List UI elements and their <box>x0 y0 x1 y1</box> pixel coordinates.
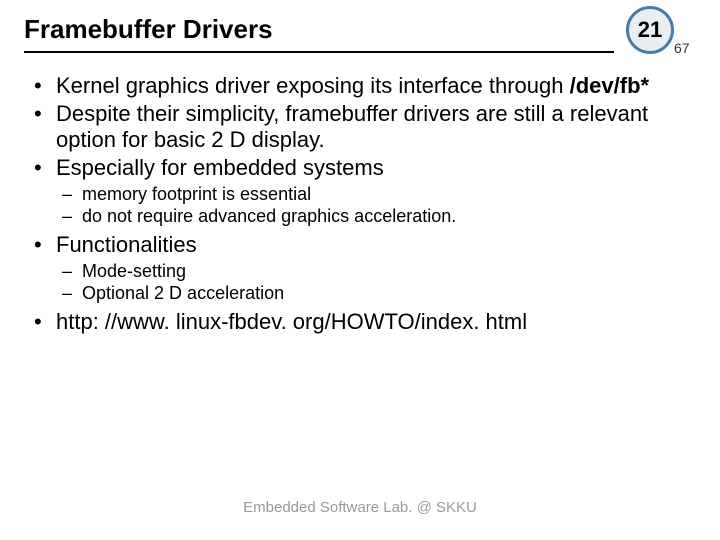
sub-bullet-item: Mode-setting <box>56 260 692 283</box>
bullet-item: Kernel graphics driver exposing its inte… <box>28 73 692 99</box>
bullet-text: Despite their simplicity, framebuffer dr… <box>56 101 648 152</box>
slide-header: Framebuffer Drivers 21 67 <box>0 0 720 51</box>
total-slides-number: 67 <box>674 40 690 56</box>
sub-bullet-item: memory footprint is essential <box>56 183 692 206</box>
bullet-text: Kernel graphics driver exposing its inte… <box>56 73 570 98</box>
bullet-text: http: //www. linux-fbdev. org/HOWTO/inde… <box>56 309 527 334</box>
bullet-item: Despite their simplicity, framebuffer dr… <box>28 101 692 153</box>
bullet-text: Functionalities <box>56 232 197 257</box>
slide-footer: Embedded Software Lab. @ SKKU <box>0 499 720 516</box>
bullet-text: Especially for embedded systems <box>56 155 384 180</box>
sub-bullet-item: Optional 2 D acceleration <box>56 282 692 305</box>
bullet-item: Functionalities Mode-settingOptional 2 D … <box>28 232 692 305</box>
sub-bullet-item: do not require advanced graphics acceler… <box>56 205 692 228</box>
bullet-text: /dev/fb* <box>570 73 649 98</box>
slide-title: Framebuffer Drivers <box>24 14 696 45</box>
slide-number-badge: 21 67 <box>626 6 696 62</box>
bullet-list: Kernel graphics driver exposing its inte… <box>28 73 692 335</box>
bullet-item: Especially for embedded systems memory fo… <box>28 155 692 228</box>
sub-bullet-list: memory footprint is essentialdo not requ… <box>56 183 692 228</box>
slide-content: Kernel graphics driver exposing its inte… <box>0 53 720 335</box>
current-slide-number: 21 <box>626 6 674 54</box>
sub-bullet-list: Mode-settingOptional 2 D acceleration <box>56 260 692 305</box>
bullet-item: http: //www. linux-fbdev. org/HOWTO/inde… <box>28 309 692 335</box>
